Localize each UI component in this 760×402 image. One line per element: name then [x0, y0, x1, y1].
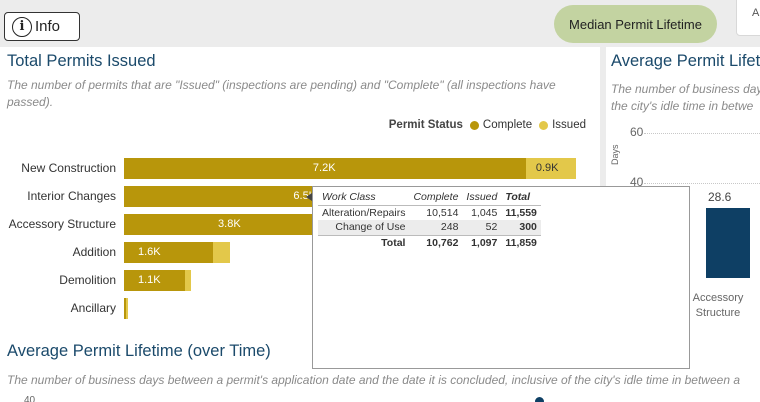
tooltip: Work Class Complete Issued Total Alterat…: [312, 186, 690, 369]
x-category-line2: Structure: [695, 307, 741, 319]
legend-issued-label: Issued: [552, 119, 586, 131]
gridline: [644, 183, 760, 184]
tooltip-pointer: [306, 193, 312, 201]
bar-data-label: 1.1K: [138, 274, 161, 286]
top-right-stub-text: A: [752, 7, 760, 19]
panel-title: Average Permit Lifetime: [611, 52, 760, 70]
tooltip-total: 11,559: [505, 206, 537, 219]
gridline: [644, 133, 760, 134]
y-tick-40: 40: [630, 175, 644, 189]
bar-segment-issued[interactable]: [525, 158, 577, 179]
bar-segment-complete[interactable]: [124, 158, 526, 179]
line-data-point[interactable]: [535, 397, 544, 402]
bar-segment-complete[interactable]: [124, 242, 214, 263]
bar-value-label: 28.6: [708, 190, 732, 204]
category-label: Accessory Structure: [8, 217, 116, 231]
bar-data-label: 7.2K: [312, 162, 336, 174]
info-button[interactable]: i Info: [4, 12, 80, 41]
tooltip-total: 300: [501, 220, 541, 235]
bar-segment-issued[interactable]: [213, 242, 231, 263]
category-label: New Construction: [21, 161, 116, 175]
panel-title: Average Permit Lifetime (over Time): [7, 342, 271, 360]
info-icon: i: [12, 16, 32, 37]
tooltip-row: Alteration/Repairs 10,514 1,045 11,559: [318, 205, 541, 220]
category-label: Ancillary: [70, 301, 116, 315]
tooltip-total-label: Total: [318, 234, 410, 250]
legend-complete-label: Complete: [482, 119, 533, 131]
tooltip-table: Work Class Complete Issued Total Alterat…: [318, 189, 541, 250]
bar-segment-complete[interactable]: [124, 214, 337, 235]
tooltip-issued: 52: [462, 220, 502, 235]
chart-legend: Permit Status Complete Issued: [389, 119, 586, 131]
category-label: Addition: [72, 245, 116, 259]
tooltip-total-row: Total 10,762 1,097 11,859: [318, 234, 541, 250]
tooltip-work-class: Change of Use: [318, 220, 410, 235]
info-button-label: Info: [35, 18, 61, 35]
bar-segment-complete[interactable]: [124, 270, 186, 291]
bar-data-label: 1.6K: [138, 246, 161, 258]
y-tick: 40: [24, 395, 36, 402]
tooltip-header-complete: Complete: [409, 189, 463, 206]
bar-segment-issued[interactable]: [185, 270, 191, 291]
bar-data-label: 3.8K: [218, 218, 241, 230]
bar-segment-complete[interactable]: [124, 298, 127, 319]
median-permit-lifetime-button[interactable]: Median Permit Lifetime: [554, 5, 717, 43]
tooltip-complete: 10,514: [426, 206, 459, 219]
y-tick-60: 60: [630, 125, 644, 139]
x-category-label: Accessory Structure: [688, 291, 748, 321]
bar-data-label: 0.9K: [535, 162, 559, 174]
top-right-stub[interactable]: A: [736, 0, 760, 36]
category-label: Interior Changes: [27, 189, 116, 203]
avg-lifetime-bar[interactable]: [706, 208, 750, 278]
median-permit-lifetime-label: Median Permit Lifetime: [569, 16, 702, 32]
tooltip-complete: 248: [409, 220, 463, 235]
tooltip-header-row: Work Class Complete Issued Total: [318, 189, 541, 206]
legend-title: Permit Status: [388, 119, 463, 131]
tooltip-work-class: Alteration/Repairs: [322, 206, 406, 219]
category-label: Demolition: [59, 273, 116, 287]
tooltip-total-complete: 10,762: [409, 234, 463, 250]
legend-issued-swatch: [539, 120, 549, 130]
tooltip-header-work-class: Work Class: [318, 189, 410, 206]
panel-title: Total Permits Issued: [7, 52, 156, 70]
panel-subtitle-line2: the city's idle time in betwe: [611, 99, 754, 113]
bar-segment-issued[interactable]: [126, 298, 129, 319]
tooltip-issued: 1,045: [471, 206, 498, 219]
y-axis-label: Days: [610, 144, 620, 165]
panel-subtitle: The number of permits that are "Issued" …: [7, 78, 556, 109]
panel-subtitle: The number of business days between a pe…: [7, 373, 741, 387]
tooltip-row: Change of Use 248 52 300: [318, 220, 541, 235]
panel-subtitle-line1: The number of business days: [611, 82, 760, 96]
x-category-line1: Accessory: [692, 292, 744, 304]
tooltip-header-issued: Issued: [462, 189, 502, 206]
tooltip-total-total: 11,859: [501, 234, 541, 250]
legend-complete-swatch: [469, 120, 479, 130]
tooltip-header-total: Total: [501, 189, 541, 206]
tooltip-total-issued: 1,097: [462, 234, 502, 250]
